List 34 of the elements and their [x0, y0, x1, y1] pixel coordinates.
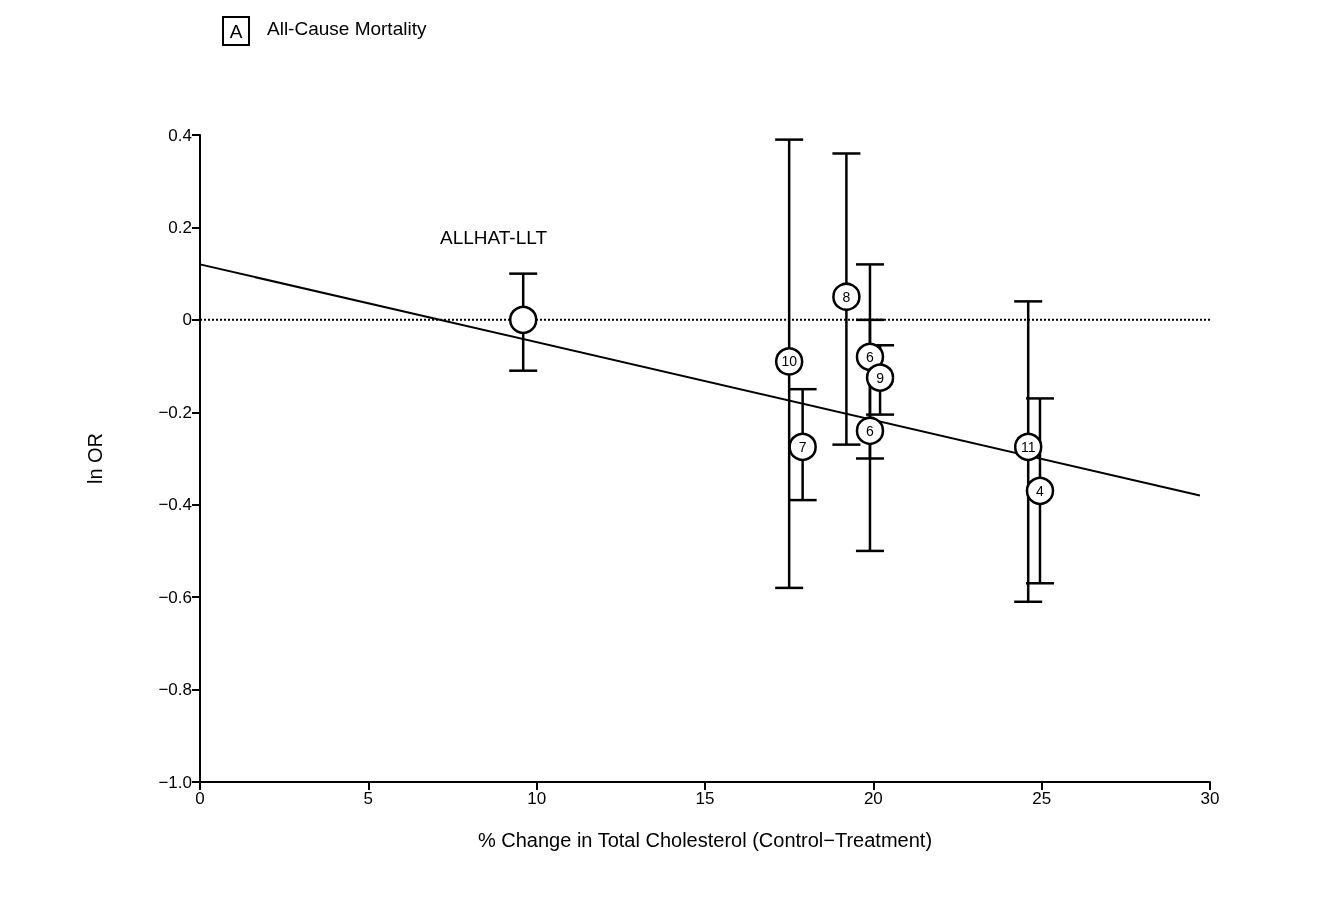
- annotation: 9: [876, 369, 885, 386]
- x-tick-label: 20: [863, 789, 883, 808]
- x-tick-label: 30: [1200, 789, 1220, 808]
- y-tick-label: −0.6: [158, 587, 192, 607]
- y-tick-label: −0.2: [158, 402, 192, 422]
- y-tick-label: −0.4: [158, 495, 192, 515]
- point: [865, 363, 895, 392]
- point: [855, 416, 885, 446]
- annotation: 8: [842, 288, 851, 305]
- y-tick-label: −1.0: [158, 772, 192, 792]
- point: [788, 432, 817, 462]
- x-axis-title: % Change in Total Cholesterol (Control−Treatment): [477, 829, 933, 851]
- x-tick-label: 15: [695, 789, 715, 808]
- annotation: 11: [1020, 438, 1036, 455]
- annotation: 10: [781, 353, 798, 370]
- y-tick-label: 0: [182, 310, 192, 330]
- x-tick-label: 10: [527, 789, 547, 808]
- y-tick-label: −0.8: [158, 680, 192, 700]
- x-tick-label: 5: [363, 789, 374, 808]
- x-tick-label: 25: [1032, 789, 1052, 808]
- y-tick-label: 0.4: [168, 125, 192, 145]
- x-tick-label: 0: [195, 789, 205, 808]
- point: [508, 305, 538, 335]
- annotation: 6: [866, 348, 875, 365]
- y-axis-title: ln OR: [84, 432, 106, 485]
- chart-title: All-Cause Mortality: [267, 18, 427, 39]
- text: A: [229, 20, 243, 42]
- point: [1025, 476, 1055, 506]
- annotation: 4: [1036, 482, 1045, 499]
- point: [832, 282, 861, 311]
- y-tick-label: 0.2: [168, 217, 192, 237]
- annotation: 6: [866, 422, 875, 439]
- annotation: 7: [798, 438, 807, 455]
- annotation: ALLHAT-LLT: [440, 227, 548, 248]
